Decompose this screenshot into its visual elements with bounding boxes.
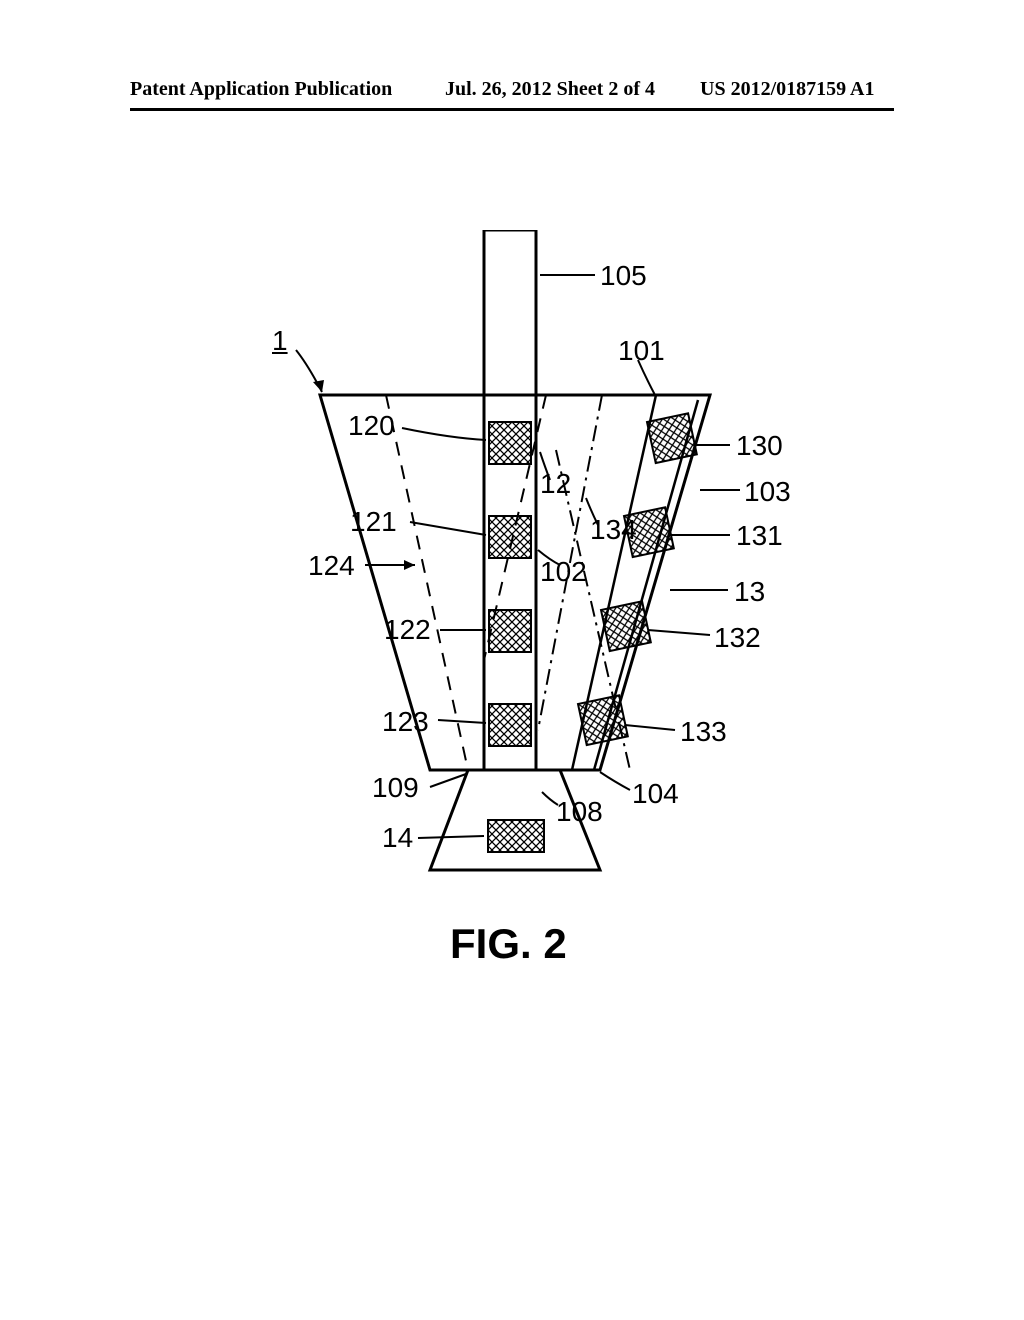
- figure-caption: FIG. 2: [450, 920, 567, 968]
- label-12: 12: [540, 468, 571, 500]
- header-rule: [130, 108, 894, 111]
- label-123: 123: [382, 706, 429, 738]
- box-132: [601, 601, 651, 651]
- box-121: [489, 516, 531, 558]
- header-left: Patent Application Publication: [130, 78, 392, 101]
- leader-104: [600, 772, 630, 790]
- box-130: [647, 413, 697, 463]
- label-121: 121: [350, 506, 397, 538]
- label-131: 131: [736, 520, 783, 552]
- label-103: 103: [744, 476, 791, 508]
- label-105: 105: [600, 260, 647, 292]
- header-right: US 2012/0187159 A1: [700, 78, 874, 101]
- label-13: 13: [734, 576, 765, 608]
- box-120: [489, 422, 531, 464]
- label-120: 120: [348, 410, 395, 442]
- label-134: 134: [590, 514, 637, 546]
- label-104: 104: [632, 778, 679, 810]
- leader-132: [648, 630, 710, 635]
- box-123: [489, 704, 531, 746]
- header: Patent Application Publication Jul. 26, …: [0, 78, 1024, 108]
- label-101: 101: [618, 335, 665, 367]
- header-center: Jul. 26, 2012 Sheet 2 of 4: [445, 78, 655, 101]
- label-1: 1: [272, 325, 288, 357]
- box-122: [489, 610, 531, 652]
- leader-109: [430, 774, 466, 787]
- box-133: [578, 695, 628, 745]
- arrow-1: [313, 380, 324, 392]
- label-133: 133: [680, 716, 727, 748]
- label-122: 122: [384, 614, 431, 646]
- handle: [484, 230, 536, 395]
- label-130: 130: [736, 430, 783, 462]
- box-14: [488, 820, 544, 852]
- label-108: 108: [556, 796, 603, 828]
- page: Patent Application Publication Jul. 26, …: [0, 0, 1024, 1320]
- label-102: 102: [540, 556, 587, 588]
- label-14: 14: [382, 822, 413, 854]
- label-109: 109: [372, 772, 419, 804]
- label-124: 124: [308, 550, 355, 582]
- label-132: 132: [714, 622, 761, 654]
- leader-133: [625, 725, 675, 730]
- figure-area: 1 105 101 120 121 12 124 102 134 122 123…: [200, 230, 840, 1010]
